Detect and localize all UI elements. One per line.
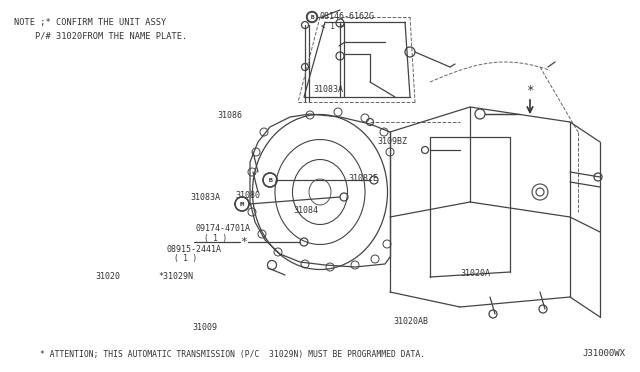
- Text: 08146-6162G: 08146-6162G: [320, 12, 375, 21]
- Text: P/# 31020FROM THE NAME PLATE.: P/# 31020FROM THE NAME PLATE.: [14, 32, 188, 41]
- Text: J31000WX: J31000WX: [582, 350, 625, 359]
- Text: *31029N: *31029N: [159, 272, 194, 280]
- Text: * ATTENTION; THIS AUTOMATIC TRANSMISSION (P/C  31029N) MUST BE PROGRAMMED DATA.: * ATTENTION; THIS AUTOMATIC TRANSMISSION…: [40, 350, 425, 359]
- Text: M: M: [241, 202, 244, 206]
- Text: B: B: [310, 15, 314, 19]
- Text: 31020A: 31020A: [461, 269, 491, 278]
- Text: 31020AB: 31020AB: [394, 317, 429, 326]
- Text: 3109BZ: 3109BZ: [378, 137, 408, 146]
- Text: 31080: 31080: [236, 191, 260, 200]
- Text: *: *: [526, 83, 534, 96]
- Text: NOTE ;* CONFIRM THE UNIT ASSY: NOTE ;* CONFIRM THE UNIT ASSY: [14, 17, 166, 26]
- Text: 31009: 31009: [192, 323, 217, 332]
- Text: 31020: 31020: [95, 272, 120, 280]
- Text: B: B: [268, 177, 272, 183]
- Text: 31084: 31084: [293, 206, 318, 215]
- Text: *: *: [241, 237, 248, 247]
- Text: ( 1 ): ( 1 ): [174, 254, 197, 263]
- Text: ( 1 ): ( 1 ): [204, 234, 227, 243]
- Text: B: B: [268, 177, 272, 183]
- Text: B: B: [310, 15, 314, 19]
- Text: < 1 >: < 1 >: [321, 22, 344, 31]
- Text: M: M: [240, 202, 244, 206]
- Text: 08915-2441A: 08915-2441A: [166, 245, 221, 254]
- Text: 09174-4701A: 09174-4701A: [195, 224, 250, 233]
- Text: 31086: 31086: [217, 111, 242, 120]
- Text: 31083A: 31083A: [314, 85, 344, 94]
- Text: 31083A: 31083A: [191, 193, 221, 202]
- Text: 31082E: 31082E: [349, 174, 379, 183]
